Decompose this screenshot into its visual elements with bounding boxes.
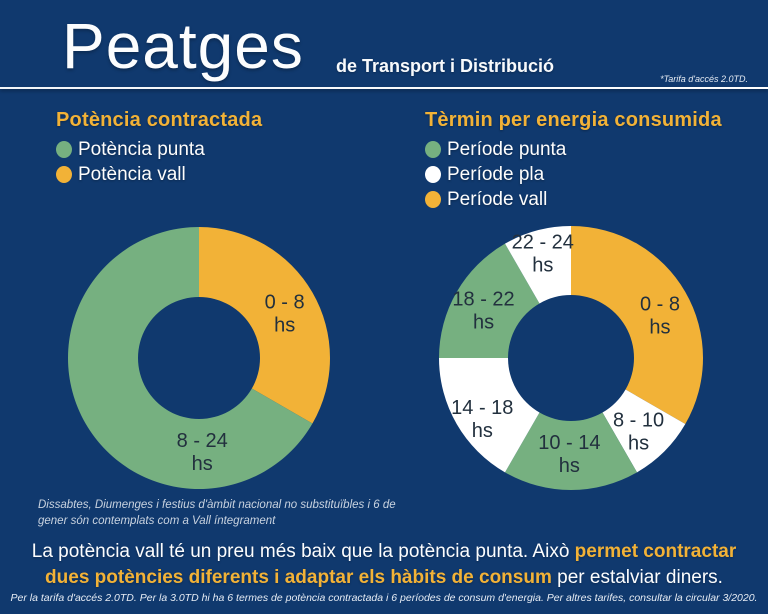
summary-highlight: dues potències diferents i adaptar els h… xyxy=(45,567,552,588)
legend-label: Potència punta xyxy=(78,138,205,160)
donut-segment-8-24 xyxy=(68,226,313,489)
donut-label-14-18: 14 - 18 hs xyxy=(451,397,513,442)
donut-label-0-8: 0 - 8 hs xyxy=(640,294,680,339)
legend-swatch-vall xyxy=(56,166,72,183)
legend-swatch-periode-pla xyxy=(425,166,441,183)
donut-segment-8-10 xyxy=(602,389,686,473)
left-chart-footnote: Dissabtes, Diumenges i festius d'àmbit n… xyxy=(38,499,396,527)
legend-label: Potència vall xyxy=(78,163,186,185)
donut-label-22-24: 22 - 24 hs xyxy=(512,232,574,277)
donut-termin-energia: 0 - 8 hs 8 - 10 hs 10 - 14 hs 14 - 18 hs 18 - 22… xyxy=(439,225,704,491)
page-title: Peatges xyxy=(62,10,304,82)
donut-segment-14-18 xyxy=(439,358,540,473)
left-chart-heading: Potència contractada xyxy=(56,109,263,131)
legend-swatch-periode-punta xyxy=(425,141,441,158)
legend-swatch-periode-vall xyxy=(425,191,441,208)
donut-segment-22-24 xyxy=(505,225,571,304)
summary-highlight: permet contractar xyxy=(574,541,737,562)
donut-label-0-8: 0 - 8 hs xyxy=(265,291,305,336)
legend-item-potencia-punta: Potència punta xyxy=(56,137,205,162)
donut-segment-0-8 xyxy=(571,226,704,424)
donut-segment-18-22 xyxy=(439,243,540,358)
donut-segment-10-14 xyxy=(505,412,637,491)
donut-potencia-contractada: 0 - 8 hs 8 - 24 hs xyxy=(68,226,331,489)
legend-item-periode-vall: Període vall xyxy=(425,187,566,212)
legend-label: Període pla xyxy=(447,163,545,185)
legend-item-periode-punta: Període punta xyxy=(425,137,566,162)
summary-text: La potència vall té un preu més baix que… xyxy=(0,539,768,591)
donut-label-8-10: 8 - 10 hs xyxy=(613,409,664,454)
donut-label-18-22: 18 - 22 hs xyxy=(452,289,514,334)
legend-swatch-punta xyxy=(56,141,72,158)
summary-line-2: dues potències diferents i adaptar els h… xyxy=(0,565,768,591)
footer-tariff-note: Per la tarifa d'accés 2.0TD. Per la 3.0T… xyxy=(10,592,758,604)
legend-item-periode-pla: Període pla xyxy=(425,162,566,187)
donut-segment-0-8 xyxy=(199,227,331,424)
summary-regular: La potència vall té un preu més baix que… xyxy=(31,541,575,562)
header-divider-line xyxy=(0,87,768,89)
tariff-note: *Tarifa d'accés 2.0TD. xyxy=(660,74,748,84)
right-chart-legend: Període punta Període pla Període vall xyxy=(425,137,566,212)
donut-label-10-14: 10 - 14 hs xyxy=(538,432,600,477)
page-subtitle: de Transport i Distribució xyxy=(336,56,555,76)
legend-item-potencia-vall: Potència vall xyxy=(56,162,205,187)
summary-line-1: La potència vall té un preu més baix que… xyxy=(0,539,768,565)
left-chart-legend: Potència punta Potència vall xyxy=(56,137,205,187)
summary-regular: per estalviar diners. xyxy=(551,567,723,588)
legend-label: Període punta xyxy=(447,138,567,160)
donut-label-8-24: 8 - 24 hs xyxy=(177,430,228,475)
legend-label: Període vall xyxy=(447,188,548,210)
right-chart-heading: Tèrmin per energia consumida xyxy=(425,109,722,131)
